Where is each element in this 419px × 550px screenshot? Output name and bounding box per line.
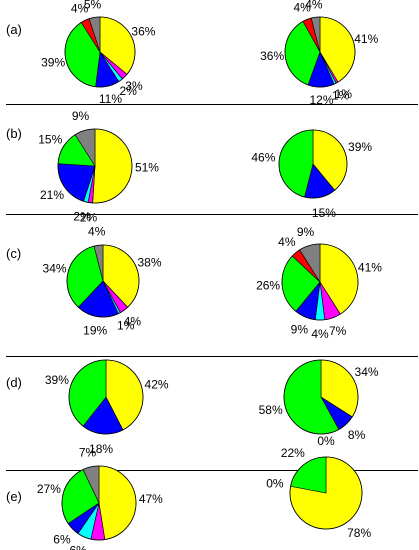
panel-divider (6, 356, 418, 357)
slice-label: 27% (37, 482, 61, 496)
slice-label: 22% (281, 446, 305, 460)
panel-label-e: (e) (6, 489, 22, 504)
slice-label: 41% (358, 260, 382, 274)
pie-outline (289, 456, 363, 530)
slice-label: 47% (139, 492, 163, 506)
slice-label: 9% (72, 109, 90, 123)
slice-label: 36% (260, 49, 284, 63)
slice-label: 42% (145, 378, 169, 392)
pie-outline (284, 16, 356, 88)
slice-label: 78% (347, 526, 371, 540)
slice-label: 21% (40, 188, 64, 202)
slice-label: 7% (329, 324, 347, 338)
panel-divider (6, 470, 418, 471)
slice-label: 5% (84, 0, 102, 12)
slice-label: 41% (354, 32, 378, 46)
pie-outline (66, 244, 140, 318)
slice-label: 6% (69, 544, 87, 550)
slice-label: 18% (89, 442, 113, 456)
slice-label: 1% (335, 87, 353, 101)
panel-label-a: (a) (6, 22, 22, 37)
pie-outline (68, 359, 144, 435)
pie-b-left: 51% 2%2% 21% 15% 9% (38, 109, 159, 225)
pie-outline (278, 129, 348, 199)
slice-label: 36% (131, 25, 155, 39)
slice-label: 9% (291, 323, 309, 337)
panel-label-b: (b) (6, 126, 22, 141)
slice-label: 12% (310, 93, 334, 107)
slice-label: 39% (45, 373, 69, 387)
pie-d-left: 42% 18% 39% (45, 359, 169, 456)
pie-outline (283, 359, 359, 435)
slice-label: 3% (125, 79, 143, 93)
pie-c-right: 41%7%4%9%26%4%9% (256, 225, 382, 341)
slice-label: 7% (79, 445, 97, 459)
pie-e-left: 47%6%6%6%27%7% (37, 445, 163, 550)
slice-label: 2% (120, 84, 138, 98)
slice-label: 39% (41, 55, 65, 69)
panel-label-c: (c) (6, 246, 22, 261)
pie-outline (57, 128, 133, 204)
slice-label: 0% (317, 434, 335, 448)
slice-label: 6% (89, 548, 107, 550)
slice-label: 2% (80, 211, 98, 225)
slice-label: 0% (266, 476, 284, 490)
pie-a-left: 36% 3%2%11% 39% 4%5% (41, 0, 156, 106)
pie-outline (64, 16, 136, 88)
slice-label: 39% (348, 140, 372, 154)
pie-c-left: 38%4%1%19%34%4% (43, 224, 162, 337)
pie-outline (61, 465, 137, 541)
slice-label: 4% (293, 0, 311, 14)
slice-label: 2% (73, 209, 91, 223)
slice-label: 11% (99, 92, 122, 106)
slice-label: 34% (355, 365, 379, 379)
slice-label: 4% (88, 224, 106, 238)
slice-label: 15% (312, 206, 336, 220)
panel-label-d: (d) (6, 375, 22, 390)
slice-label: 15% (38, 133, 62, 147)
panel-divider (6, 214, 418, 215)
slice-label: 4% (278, 235, 296, 249)
slice-label: 46% (251, 151, 275, 165)
pie-outline (281, 243, 359, 321)
slice-label: 51% (135, 161, 159, 175)
slice-label: 8% (348, 428, 366, 442)
slice-label: 19% (83, 323, 107, 337)
slice-label: 4% (311, 327, 329, 341)
pie-e-right: 78% 0% 22% 0% (266, 434, 371, 540)
pie-d-right: 34% 8% 58% (259, 359, 379, 442)
pie-slice-yellow (98, 465, 137, 540)
slice-label: 26% (256, 278, 280, 292)
pie-b-right: 39% 15% 46% (251, 129, 372, 220)
slice-label: 58% (259, 403, 283, 417)
slice-label: 4% (71, 2, 89, 16)
pie-slice-yellow (92, 128, 133, 204)
panel-divider (6, 104, 418, 105)
slice-label: 4% (305, 0, 323, 11)
slice-label: 1% (332, 88, 350, 102)
slice-label: 6% (53, 532, 71, 546)
slice-label: 4% (124, 314, 142, 328)
slice-label: 1% (117, 319, 135, 333)
pie-a-right: 41%1%1%12%36%4%4% (260, 0, 378, 107)
slice-label: 9% (297, 225, 315, 239)
slice-label: 34% (43, 262, 67, 276)
slice-label: 38% (137, 256, 161, 270)
